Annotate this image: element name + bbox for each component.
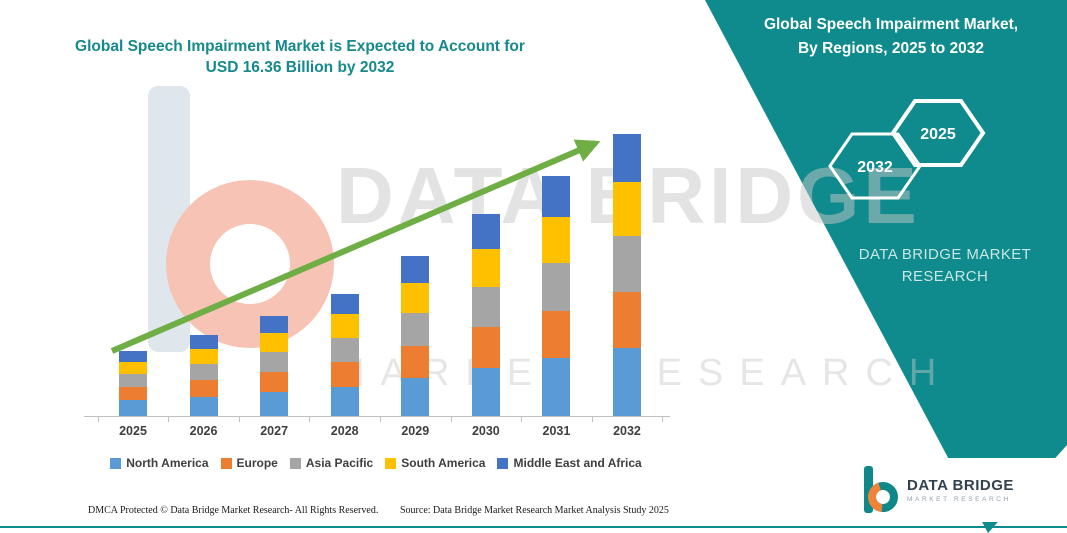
- side-panel-heading: Global Speech Impairment Market, By Regi…: [735, 13, 1047, 61]
- segment-north-america: [612, 348, 641, 416]
- segment-north-america: [260, 392, 289, 416]
- x-axis-label-2030: 2030: [471, 424, 500, 438]
- bottom-teal-rule: [0, 526, 1067, 528]
- panel-brand-text-line2: RESEARCH: [901, 268, 989, 285]
- footer-dmca-text: DMCA Protected © Data Bridge Market Rese…: [88, 505, 379, 516]
- segment-europe: [189, 380, 218, 397]
- segment-middle-east-and-africa: [612, 134, 641, 182]
- dbmr-logo-subname: MARKET RESEARCH: [907, 496, 1011, 503]
- segment-asia-pacific: [612, 235, 641, 292]
- legend-label: South America: [401, 456, 486, 470]
- segment-europe: [612, 291, 641, 349]
- axis-tick: [521, 417, 523, 422]
- segment-south-america: [119, 361, 147, 375]
- legend-swatch: [385, 457, 397, 469]
- axis-tick: [168, 417, 170, 422]
- footer-source-text: Source: Data Bridge Market Research Mark…: [400, 505, 669, 516]
- legend: North America Europe Asia Pacific South Ame…: [70, 456, 682, 470]
- legend-label: Asia Pacific: [305, 456, 374, 470]
- segment-europe: [260, 372, 289, 392]
- legend-item-middle-east-and-africa: Middle East and Africa: [497, 456, 642, 470]
- segment-north-america: [471, 367, 500, 416]
- chart-title: Global Speech Impairment Market is Expec…: [70, 36, 530, 78]
- segment-north-america: [401, 377, 430, 416]
- chart-title-line1: Global Speech Impairment Market is Expec…: [75, 38, 525, 55]
- axis-tick: [97, 417, 99, 422]
- legend-swatch: [289, 457, 301, 469]
- chart-title-line2: USD 16.36 Billion by 2032: [205, 59, 395, 76]
- segment-europe: [330, 362, 359, 387]
- axis-tick: [309, 417, 311, 422]
- plot-area: [84, 127, 670, 422]
- x-axis-label-2025: 2025: [119, 424, 147, 438]
- legend-item-asia-pacific: Asia Pacific: [289, 456, 374, 470]
- legend-item-south-america: South America: [385, 456, 485, 470]
- x-axis-label-2032: 2032: [613, 424, 641, 438]
- legend-swatch: [110, 457, 122, 469]
- axis-tick: [591, 417, 593, 422]
- legend-item-europe: Europe: [220, 456, 278, 470]
- side-panel-heading-line2: By Regions, 2025 to 2032: [797, 40, 985, 57]
- stacked-bar-2032: [612, 134, 641, 416]
- dbmr-logo-name: DATA BRIDGE: [907, 477, 1014, 494]
- legend-label: Europe: [236, 456, 278, 470]
- legend-swatch: [497, 457, 509, 469]
- segment-asia-pacific: [189, 364, 218, 381]
- axis-tick: [238, 417, 240, 422]
- legend-label: Middle East and Africa: [513, 456, 642, 470]
- x-axis-label-2026: 2026: [189, 424, 218, 438]
- x-axis-labels: 2025 2026 2027 2028 2029 2030 2031 2032: [90, 424, 665, 440]
- x-axis-label-2028: 2028: [330, 424, 359, 438]
- dbmr-logo: DATA BRIDGE MARKET RESEARCH: [850, 458, 1060, 522]
- x-axis-label-2031: 2031: [542, 424, 571, 438]
- axis-tick: [662, 417, 664, 422]
- panel-brand-text-line1: DATA BRIDGE MARKET: [858, 246, 1032, 263]
- segment-north-america: [542, 358, 571, 416]
- hexagon-2025-outline: [890, 99, 986, 167]
- x-axis-ticks: [90, 127, 665, 422]
- axis-tick: [450, 417, 452, 422]
- segment-asia-pacific: [260, 352, 289, 372]
- legend-swatch: [220, 457, 232, 469]
- legend-label: North America: [126, 456, 209, 470]
- segment-middle-east-and-africa: [119, 350, 147, 362]
- legend-item-north-america: North America: [110, 456, 209, 470]
- segment-europe: [119, 387, 147, 401]
- dbmr-logo-text: DATA BRIDGE MARKET RESEARCH: [907, 477, 1014, 503]
- hexagon-2025-label: 2025: [920, 126, 956, 143]
- x-axis-label-2027: 2027: [260, 424, 289, 438]
- segment-north-america: [189, 396, 218, 416]
- hexagon-2032-label: 2032: [857, 159, 893, 176]
- x-axis-label-2029: 2029: [401, 424, 430, 438]
- segment-asia-pacific: [119, 374, 147, 388]
- year-hexagons: 2032 2025: [828, 99, 986, 200]
- segment-north-america: [330, 386, 359, 416]
- x-axis-line: [84, 416, 670, 417]
- segment-north-america: [119, 400, 147, 416]
- side-panel-heading-line1: Global Speech Impairment Market,: [763, 16, 1019, 33]
- stacked-bar-2025: [119, 350, 147, 416]
- dbmr-logo-b-icon: [864, 466, 898, 513]
- segment-south-america: [612, 181, 641, 236]
- axis-tick: [380, 417, 381, 422]
- panel-brand-text: DATA BRIDGE MARKET RESEARCH: [843, 244, 1047, 288]
